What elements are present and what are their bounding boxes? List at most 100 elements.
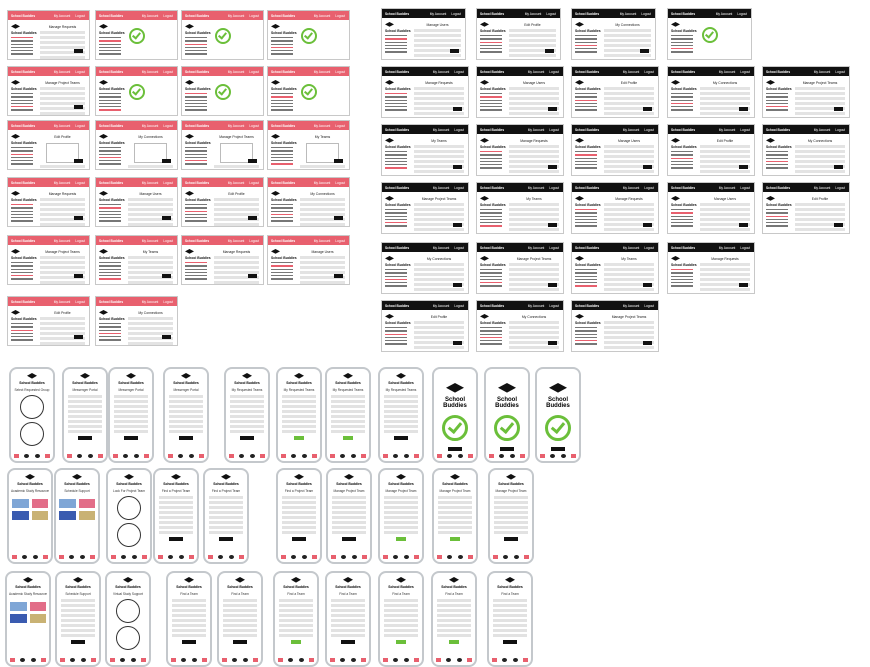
my-account-link[interactable]: My Account <box>313 123 331 128</box>
sidebar-item[interactable] <box>480 106 502 108</box>
action-button[interactable] <box>739 223 748 227</box>
sidebar-item[interactable] <box>11 160 33 162</box>
sidebar-item[interactable] <box>766 209 788 211</box>
my-account-link[interactable]: My Account <box>141 69 159 74</box>
sidebar-item[interactable] <box>480 272 502 274</box>
sidebar-item[interactable] <box>575 340 597 342</box>
profile-tab-icon[interactable] <box>91 658 97 662</box>
sidebar-item[interactable] <box>480 222 502 224</box>
my-account-link[interactable]: My Account <box>432 245 450 250</box>
profile-tab-icon[interactable] <box>199 454 205 458</box>
sidebar-item[interactable] <box>11 99 33 101</box>
home-tab-icon[interactable] <box>330 555 336 559</box>
sidebar-item[interactable] <box>271 109 293 111</box>
sidebar-item[interactable] <box>185 213 207 216</box>
home-tab-icon[interactable] <box>109 658 115 662</box>
action-button[interactable] <box>334 274 343 278</box>
action-button[interactable] <box>248 216 257 220</box>
sidebar-item[interactable] <box>575 285 597 287</box>
submit-button[interactable] <box>343 436 353 440</box>
home-tab-icon[interactable] <box>492 555 498 559</box>
my-account-link[interactable]: My Account <box>527 69 545 74</box>
chat-tab-icon[interactable] <box>340 454 346 458</box>
people-tab-icon[interactable] <box>228 555 234 559</box>
sidebar-item[interactable] <box>271 204 293 206</box>
sidebar-item[interactable] <box>11 106 33 108</box>
sidebar-item[interactable] <box>385 93 407 95</box>
sidebar-item[interactable] <box>385 38 407 40</box>
sidebar-item[interactable] <box>11 37 33 39</box>
sidebar-item[interactable] <box>11 96 33 98</box>
my-account-link[interactable]: My Account <box>53 238 71 243</box>
sidebar-item[interactable] <box>575 96 597 98</box>
logout-link[interactable]: Logout <box>835 185 845 190</box>
sidebar-item[interactable] <box>185 37 207 39</box>
chat-tab-icon[interactable] <box>178 454 184 458</box>
profile-tab-icon[interactable] <box>414 658 420 662</box>
logout-link[interactable]: Logout <box>75 299 85 304</box>
action-button[interactable] <box>643 283 652 287</box>
submit-button[interactable] <box>294 436 304 440</box>
home-tab-icon[interactable] <box>329 454 335 458</box>
sidebar-item[interactable] <box>671 93 693 95</box>
profile-tab-icon[interactable] <box>524 555 530 559</box>
logout-link[interactable]: Logout <box>740 69 750 74</box>
sidebar-item[interactable] <box>11 102 33 105</box>
logout-link[interactable]: Logout <box>641 11 651 16</box>
resource-tile[interactable] <box>78 499 95 508</box>
sidebar-item[interactable] <box>271 43 293 45</box>
sidebar-item[interactable] <box>385 340 407 342</box>
sidebar-item[interactable] <box>271 150 293 152</box>
home-tab-icon[interactable] <box>435 658 441 662</box>
sidebar-item[interactable] <box>11 150 33 152</box>
chat-tab-icon[interactable] <box>232 658 238 662</box>
submit-button[interactable] <box>449 640 459 644</box>
sidebar-item[interactable] <box>185 278 207 280</box>
home-tab-icon[interactable] <box>436 454 442 458</box>
profile-tab-icon[interactable] <box>361 658 367 662</box>
sidebar-item[interactable] <box>671 102 693 105</box>
home-tab-icon[interactable] <box>9 658 15 662</box>
resource-tile[interactable] <box>59 511 76 520</box>
sidebar-item[interactable] <box>11 339 33 341</box>
my-account-link[interactable]: My Account <box>53 123 71 128</box>
sidebar-item[interactable] <box>671 282 693 284</box>
sidebar-item[interactable] <box>385 282 407 284</box>
sidebar-item[interactable] <box>385 96 407 98</box>
action-button[interactable] <box>248 159 257 163</box>
sidebar-item[interactable] <box>271 160 293 162</box>
sidebar-item[interactable] <box>385 106 407 108</box>
submit-button[interactable] <box>219 537 233 541</box>
logout-link[interactable]: Logout <box>163 69 173 74</box>
sidebar-item[interactable] <box>575 275 597 277</box>
my-account-link[interactable]: My Account <box>53 299 71 304</box>
sidebar-item[interactable] <box>480 333 502 335</box>
sidebar-item[interactable] <box>575 157 597 159</box>
profile-tab-icon[interactable] <box>98 454 104 458</box>
sidebar-item[interactable] <box>385 164 407 166</box>
logout-link[interactable]: Logout <box>740 245 750 250</box>
logout-link[interactable]: Logout <box>737 11 747 16</box>
option-circle[interactable] <box>20 422 44 446</box>
sidebar-item[interactable] <box>766 96 788 98</box>
profile-tab-icon[interactable] <box>309 658 315 662</box>
logout-link[interactable]: Logout <box>335 123 345 128</box>
home-tab-icon[interactable] <box>66 454 72 458</box>
sidebar-item[interactable] <box>480 151 502 153</box>
sidebar-item[interactable] <box>385 225 407 227</box>
sidebar-item[interactable] <box>671 151 693 153</box>
sidebar-item[interactable] <box>99 40 121 42</box>
chat-tab-icon[interactable] <box>20 658 26 662</box>
my-account-link[interactable]: My Account <box>527 127 545 132</box>
action-button[interactable] <box>548 341 557 345</box>
sidebar-item[interactable] <box>575 167 597 169</box>
my-account-link[interactable]: My Account <box>53 180 71 185</box>
sidebar-item[interactable] <box>671 154 693 156</box>
my-account-link[interactable]: My Account <box>313 13 331 18</box>
sidebar-item[interactable] <box>99 106 121 108</box>
logout-link[interactable]: Logout <box>451 11 461 16</box>
sidebar-item[interactable] <box>11 220 33 222</box>
sidebar-item[interactable] <box>480 218 502 221</box>
sidebar-item[interactable] <box>99 153 121 155</box>
logout-link[interactable]: Logout <box>163 123 173 128</box>
